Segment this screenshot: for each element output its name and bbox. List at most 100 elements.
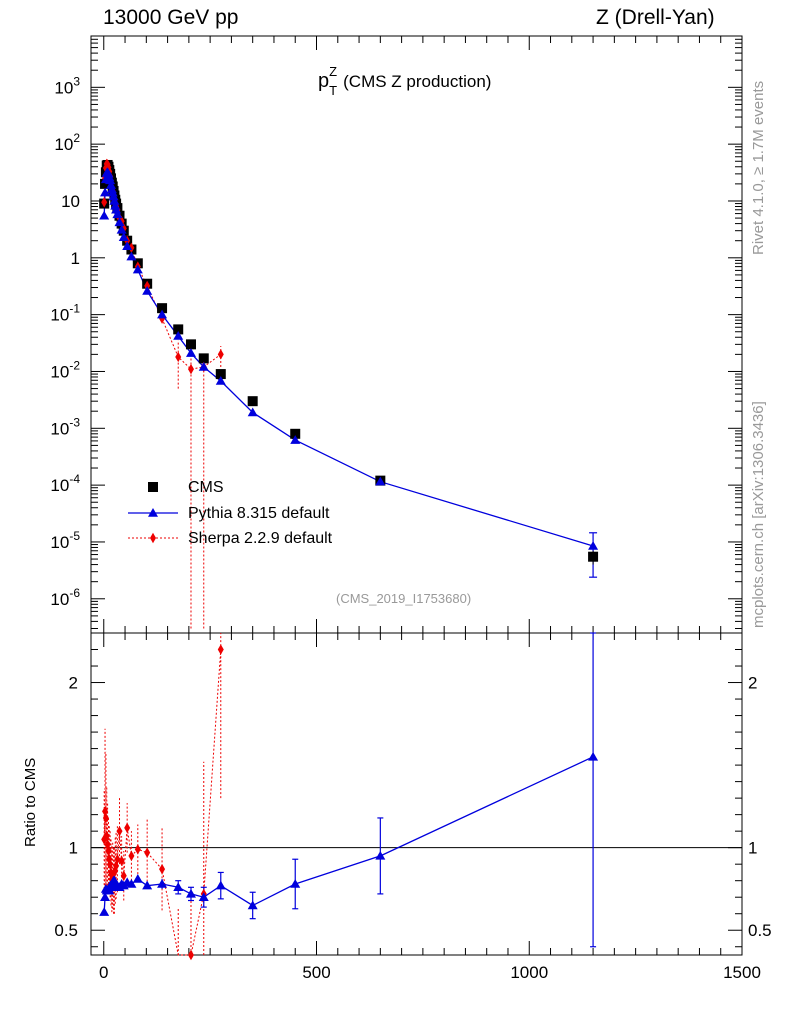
legend-sherpa-marker: [150, 532, 156, 544]
y-tick-label: 103: [54, 74, 80, 97]
pythia-point: [100, 187, 111, 197]
pythia-point: [112, 209, 123, 219]
sherpa-point: [144, 280, 151, 292]
ratio-y-axis-label: Ratio to CMS: [22, 757, 39, 847]
y-tick-label: 102: [54, 131, 80, 154]
ratio-sherpa-point: [128, 850, 135, 862]
ratio-pythia-point: [198, 892, 209, 901]
sherpa-line: [103, 163, 222, 370]
pythia-point: [105, 175, 116, 185]
pythia-point: [157, 309, 168, 319]
pythia-point: [198, 361, 209, 371]
sherpa-point: [120, 223, 127, 234]
pythia-point: [132, 264, 143, 274]
cms-point: [173, 324, 184, 335]
sherpa-point: [101, 197, 108, 208]
pythia-point: [118, 232, 129, 242]
ratio-sherpa-point: [144, 847, 151, 858]
sherpa-point: [217, 349, 224, 360]
ratio-pythia-point: [588, 751, 599, 761]
plot-title-sup: Z: [329, 64, 338, 79]
plot-title-sub: T: [329, 83, 338, 98]
ratio-pythia-point: [142, 880, 153, 890]
ratio-pythia-point: [157, 878, 168, 888]
y-tick-label: 1: [71, 249, 80, 268]
plot-title-main: p: [318, 70, 330, 92]
plot-title-rest: (CMS Z production): [343, 72, 492, 91]
ratio-sherpa-point: [109, 870, 116, 881]
y-tick-label: 10-3: [50, 415, 80, 438]
ratio-sherpa-point: [105, 845, 112, 857]
ratio-sherpa-point: [102, 806, 109, 817]
y-tick-label: 10-5: [50, 529, 80, 552]
sherpa-point: [128, 242, 135, 254]
ratio-sherpa-point: [116, 825, 123, 837]
pythia-point: [114, 217, 125, 227]
cms-point: [100, 178, 111, 189]
ratio-y-tick-label-right: 1: [748, 839, 757, 858]
x-tick-label: 1000: [510, 963, 548, 982]
pythia-point: [185, 348, 196, 357]
ratio-sherpa-point: [107, 858, 114, 870]
x-tick-label: 0: [99, 963, 108, 982]
ratio-y-tick-label-left: 1: [69, 839, 78, 858]
pythia-point: [375, 476, 386, 486]
ratio-panel-frame: [90, 632, 743, 956]
rivet-label: Rivet 4.1.0, ≥ 1.7M events: [750, 80, 767, 255]
pythia-point: [247, 407, 258, 417]
legend-pythia-marker: [148, 508, 158, 517]
ratio-sherpa-point: [120, 870, 127, 881]
cms-point: [198, 353, 209, 364]
ratio-pythia-point: [126, 878, 137, 888]
x-tick-label: 1500: [723, 963, 761, 982]
pythia-point: [215, 375, 226, 385]
ratio-pythia-point: [173, 882, 184, 892]
ratio-sherpa-point: [118, 855, 125, 867]
header-right: Z (Drell-Yan): [596, 6, 715, 29]
ratio-pythia-point: [215, 880, 226, 890]
ratio-sherpa-point: [101, 834, 108, 845]
cms-point: [290, 428, 301, 439]
pythia-point: [173, 331, 184, 340]
pythia-point: [105, 180, 116, 189]
pythia-point: [109, 195, 120, 205]
pythia-point: [111, 204, 122, 214]
pythia-point: [126, 251, 137, 261]
pythia-point: [110, 200, 121, 210]
y-tick-label: 10-1: [50, 302, 80, 325]
legend-sherpa-label: Sherpa 2.2.9 default: [188, 530, 333, 547]
y-tick-label: 10: [61, 192, 80, 211]
pythia-point: [99, 210, 110, 220]
ratio-sherpa-point: [159, 863, 166, 875]
pythia-point: [142, 286, 153, 295]
reference-label: (CMS_2019_I1753680): [336, 591, 472, 606]
ratio-sherpa-point: [106, 854, 113, 865]
pythia-point: [122, 241, 133, 250]
ratio-pythia-point: [185, 888, 196, 898]
ratio-sherpa-point: [112, 865, 119, 876]
plot-title: p Z T (CMS Z production): [318, 64, 492, 98]
cms-point: [185, 339, 196, 350]
sherpa-point: [105, 162, 112, 173]
pythia-point: [108, 191, 119, 201]
ratio-y-tick-label-right: 2: [748, 674, 757, 693]
ratio-pythia-point: [132, 874, 143, 883]
ratio-sherpa-point: [187, 949, 194, 961]
ratio-pythia-point: [99, 907, 110, 916]
sherpa-point: [175, 351, 182, 363]
cms-point: [157, 303, 168, 314]
y-tick-label: 10-6: [50, 586, 80, 609]
y-tick-label: 10-4: [50, 472, 80, 495]
legend-cms-label: CMS: [188, 479, 224, 496]
pythia-point: [107, 187, 118, 197]
ratio-y-tick-label-left: 0.5: [54, 921, 78, 940]
ratio-pythia-point: [375, 850, 386, 860]
pythia-point: [588, 540, 599, 550]
ratio-pythia-point: [100, 892, 111, 901]
header-left: 13000 GeV pp: [103, 6, 239, 29]
ratio-sherpa-point: [134, 844, 141, 855]
ratio-sherpa-point: [102, 812, 109, 824]
y-tick-label: 10-2: [50, 358, 80, 381]
cms-point: [215, 369, 226, 380]
